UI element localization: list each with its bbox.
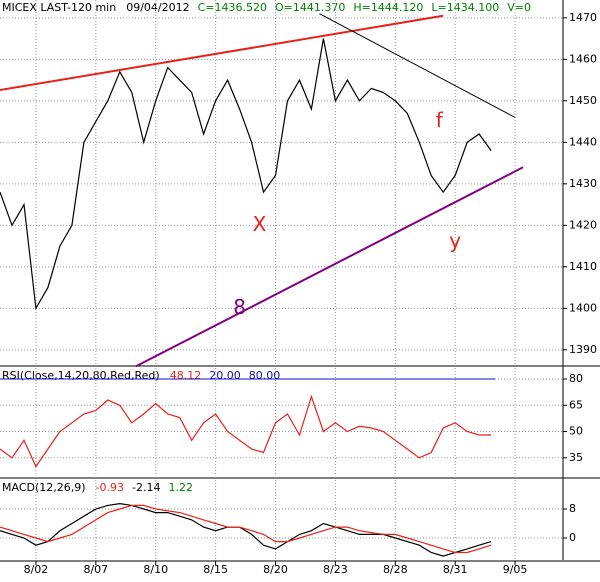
y-tick-label: 1470: [569, 11, 597, 24]
stat: V=0: [507, 1, 531, 14]
x-tick-label: 8/31: [443, 563, 468, 576]
x-tick-label: 8/07: [83, 563, 108, 576]
stat: -0.93: [96, 481, 124, 494]
y-tick-label: 8: [569, 502, 576, 515]
stat: 1.22: [168, 481, 193, 494]
x-tick-label: 9/05: [503, 563, 528, 576]
y-tick-label: 35: [569, 451, 583, 464]
series-line: [0, 394, 492, 468]
stat: -2.14: [132, 481, 160, 494]
annotation: 8: [233, 295, 246, 319]
trend-line: [0, 14, 444, 92]
date: 09/04/2012: [126, 1, 189, 14]
series-line: [0, 38, 492, 311]
trend-line: [319, 13, 516, 118]
y-tick-label: 1460: [569, 52, 597, 65]
y-tick-label: 50: [569, 425, 583, 438]
annotation: f: [436, 108, 444, 132]
x-tick-label: 8/10: [143, 563, 168, 576]
annotation: X: [253, 212, 267, 236]
y-tick-label: 65: [569, 398, 583, 411]
y-tick-label: 1450: [569, 94, 597, 107]
y-tick-label: 0: [569, 531, 576, 544]
stat: 20.00: [209, 369, 241, 382]
stat: L=1434.100: [431, 1, 499, 14]
y-tick-label: 1400: [569, 301, 597, 314]
x-tick-label: 8/28: [383, 563, 408, 576]
panel-title: MICEX LAST-120 min: [2, 1, 116, 14]
y-tick-label: 1440: [569, 135, 597, 148]
y-tick-label: 1390: [569, 343, 597, 356]
y-tick-label: 1430: [569, 177, 597, 190]
y-tick-label: 80: [569, 372, 583, 385]
annotation: y: [449, 228, 461, 252]
y-tick-label: 1410: [569, 260, 597, 273]
x-tick-label: 8/02: [24, 563, 49, 576]
x-tick-label: 8/20: [263, 563, 288, 576]
series-line: [0, 504, 492, 554]
x-tick-label: 8/23: [323, 563, 348, 576]
series-line: [0, 502, 492, 557]
stat: C=1436.520: [198, 1, 267, 14]
stat: O=1441.370: [275, 1, 345, 14]
x-tick-label: 8/15: [203, 563, 228, 576]
panel-title: RSI(Close,14,20,80,Red,Red): [2, 369, 160, 382]
stat: H=1444.120: [353, 1, 423, 14]
stat: 48.12: [170, 369, 202, 382]
panel-title: MACD(12,26,9): [2, 481, 86, 494]
y-tick-label: 1420: [569, 218, 597, 231]
trend-line: [135, 166, 524, 368]
